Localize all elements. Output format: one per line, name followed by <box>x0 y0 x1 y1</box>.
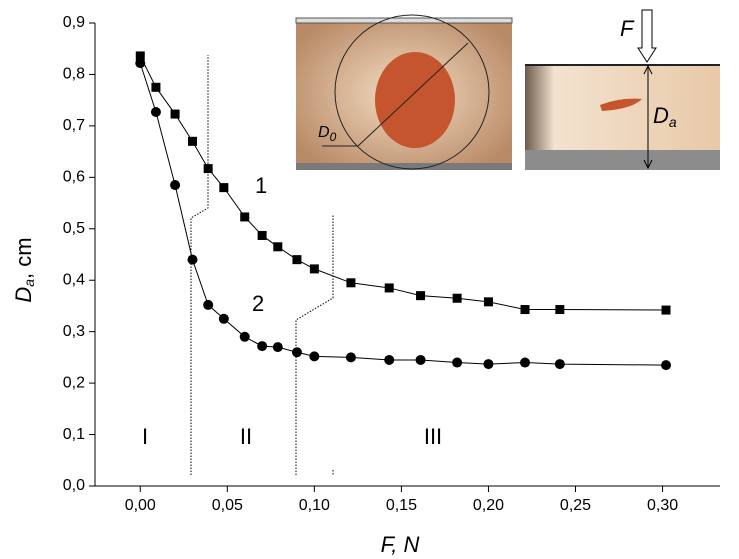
point <box>452 358 462 368</box>
point <box>416 355 426 365</box>
inset-d0-main: D <box>318 124 330 141</box>
point <box>187 255 197 265</box>
x-tick-label: 0,30 <box>647 497 678 514</box>
region-label: II <box>240 424 252 449</box>
point <box>170 180 180 190</box>
y-tick-label: 0,2 <box>63 374 85 391</box>
point <box>453 294 462 303</box>
page: D0 F Da Da, cm F, N 0,00,10,20,30,40,50,… <box>0 0 739 559</box>
point <box>204 164 213 173</box>
inset-da-main: D <box>653 103 669 128</box>
point <box>257 341 267 351</box>
point <box>240 212 249 221</box>
y-tick-label: 0,6 <box>63 169 85 186</box>
point <box>661 360 671 370</box>
inset-da-sub: a <box>669 114 677 130</box>
point <box>151 83 160 92</box>
point <box>292 347 302 357</box>
x-tick-label: 0,25 <box>560 497 591 514</box>
point <box>521 305 530 314</box>
point <box>384 355 394 365</box>
y-label-unit: , cm <box>11 237 36 279</box>
x-tick-label: 0,00 <box>125 497 156 514</box>
photo-side-view: F Da <box>525 10 720 170</box>
y-tick-label: 0,1 <box>63 426 85 443</box>
x-tick-label: 0,20 <box>473 497 504 514</box>
point <box>240 332 250 342</box>
point <box>416 291 425 300</box>
inset-d0-sub: 0 <box>330 130 337 144</box>
point <box>555 305 564 314</box>
region-label: I <box>142 424 148 449</box>
region-label: III <box>424 424 442 449</box>
y-tick-label: 0,4 <box>63 271 85 288</box>
y-tick-label: 0,0 <box>63 477 85 494</box>
point <box>219 183 228 192</box>
x-tick-label: 0,10 <box>299 497 330 514</box>
point <box>203 300 213 310</box>
point <box>662 306 671 315</box>
series-label: 1 <box>255 173 267 198</box>
y-tick-label: 0,3 <box>63 323 85 340</box>
point <box>484 297 493 306</box>
point <box>309 351 319 361</box>
y-axis-label: Da, cm <box>11 237 37 302</box>
point <box>273 242 282 251</box>
point <box>151 107 161 117</box>
y-label-main: D <box>11 287 36 303</box>
y-label-sub: a <box>21 279 37 287</box>
chart: D0 F Da Da, cm F, N 0,00,10,20,30,40,50,… <box>0 0 739 559</box>
point <box>188 137 197 146</box>
point <box>483 359 493 369</box>
point <box>346 278 355 287</box>
point <box>555 359 565 369</box>
x-axis-label: F, N <box>381 532 420 557</box>
point <box>385 283 394 292</box>
point <box>273 342 283 352</box>
point <box>135 58 145 68</box>
point <box>171 110 180 119</box>
series-label: 2 <box>252 291 264 316</box>
x-tick-label: 0,15 <box>386 497 417 514</box>
x-tick-label: 0,05 <box>212 497 243 514</box>
photo-top-view: D0 <box>296 15 512 170</box>
point <box>292 255 301 264</box>
point <box>219 314 229 324</box>
point <box>310 264 319 273</box>
point <box>346 352 356 362</box>
inset-force: F <box>620 16 635 41</box>
y-tick-label: 0,5 <box>63 220 85 237</box>
y-tick-label: 0,8 <box>63 66 85 83</box>
point <box>258 231 267 240</box>
y-tick-label: 0,9 <box>63 14 85 31</box>
y-tick-label: 0,7 <box>63 117 85 134</box>
point <box>520 358 530 368</box>
